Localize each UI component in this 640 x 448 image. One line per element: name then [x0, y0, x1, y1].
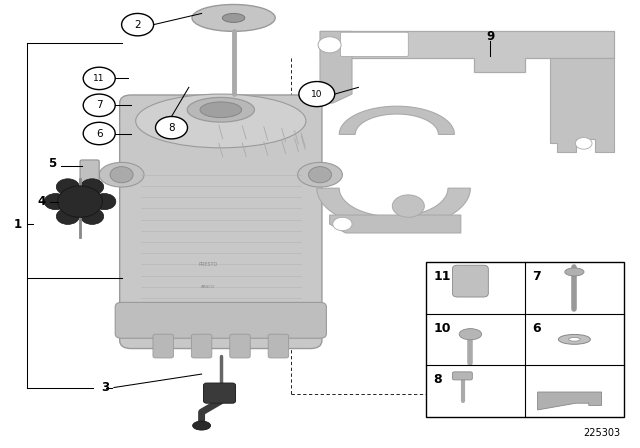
Ellipse shape: [99, 163, 144, 187]
FancyBboxPatch shape: [204, 383, 236, 403]
FancyBboxPatch shape: [452, 265, 488, 297]
Circle shape: [156, 116, 188, 139]
Text: 3: 3: [102, 381, 109, 394]
Text: 8: 8: [433, 373, 442, 386]
Ellipse shape: [187, 98, 254, 122]
FancyBboxPatch shape: [153, 334, 173, 358]
Text: 11: 11: [93, 74, 105, 83]
Circle shape: [81, 179, 104, 195]
Text: 1: 1: [14, 217, 22, 231]
Polygon shape: [339, 106, 454, 134]
Circle shape: [318, 37, 341, 53]
Text: 11: 11: [433, 270, 451, 283]
Ellipse shape: [565, 268, 584, 276]
Circle shape: [56, 179, 79, 195]
Circle shape: [83, 67, 115, 90]
Ellipse shape: [559, 334, 591, 344]
Ellipse shape: [200, 102, 242, 117]
Circle shape: [122, 13, 154, 36]
Circle shape: [392, 195, 424, 217]
Circle shape: [81, 208, 104, 224]
Circle shape: [308, 167, 332, 183]
FancyBboxPatch shape: [80, 160, 99, 185]
Circle shape: [44, 194, 67, 210]
FancyBboxPatch shape: [268, 334, 289, 358]
Polygon shape: [317, 188, 470, 228]
Circle shape: [83, 122, 115, 145]
Text: 2: 2: [134, 20, 141, 30]
Ellipse shape: [569, 338, 580, 341]
FancyBboxPatch shape: [452, 372, 472, 380]
FancyBboxPatch shape: [115, 302, 326, 338]
Polygon shape: [550, 58, 614, 152]
Ellipse shape: [298, 163, 342, 187]
Ellipse shape: [193, 421, 211, 430]
Ellipse shape: [192, 4, 275, 31]
FancyBboxPatch shape: [426, 262, 624, 417]
Circle shape: [83, 94, 115, 116]
Circle shape: [58, 186, 102, 217]
Circle shape: [299, 82, 335, 107]
Text: 7: 7: [96, 100, 102, 110]
Text: 7: 7: [532, 270, 541, 283]
Text: 10: 10: [311, 90, 323, 99]
Text: PRESTO: PRESTO: [198, 262, 218, 267]
Text: 9: 9: [486, 30, 494, 43]
Polygon shape: [330, 215, 461, 233]
Polygon shape: [320, 31, 614, 72]
Polygon shape: [538, 392, 602, 410]
FancyBboxPatch shape: [191, 334, 212, 358]
FancyBboxPatch shape: [230, 334, 250, 358]
FancyBboxPatch shape: [120, 95, 322, 349]
Text: 6: 6: [96, 129, 102, 138]
Ellipse shape: [136, 94, 306, 148]
FancyBboxPatch shape: [340, 32, 408, 56]
Ellipse shape: [223, 13, 244, 22]
Text: 8: 8: [168, 123, 175, 133]
Text: 10: 10: [433, 322, 451, 335]
Polygon shape: [320, 31, 352, 103]
Circle shape: [56, 208, 79, 224]
Ellipse shape: [460, 328, 482, 340]
Text: 4: 4: [38, 195, 45, 208]
Text: 6: 6: [532, 322, 541, 335]
Circle shape: [575, 138, 592, 149]
Text: 225303: 225303: [584, 428, 621, 438]
Circle shape: [93, 194, 116, 210]
Text: 5: 5: [49, 157, 56, 170]
Circle shape: [110, 167, 133, 183]
Circle shape: [333, 217, 352, 231]
Text: ABSCO: ABSCO: [201, 285, 215, 289]
